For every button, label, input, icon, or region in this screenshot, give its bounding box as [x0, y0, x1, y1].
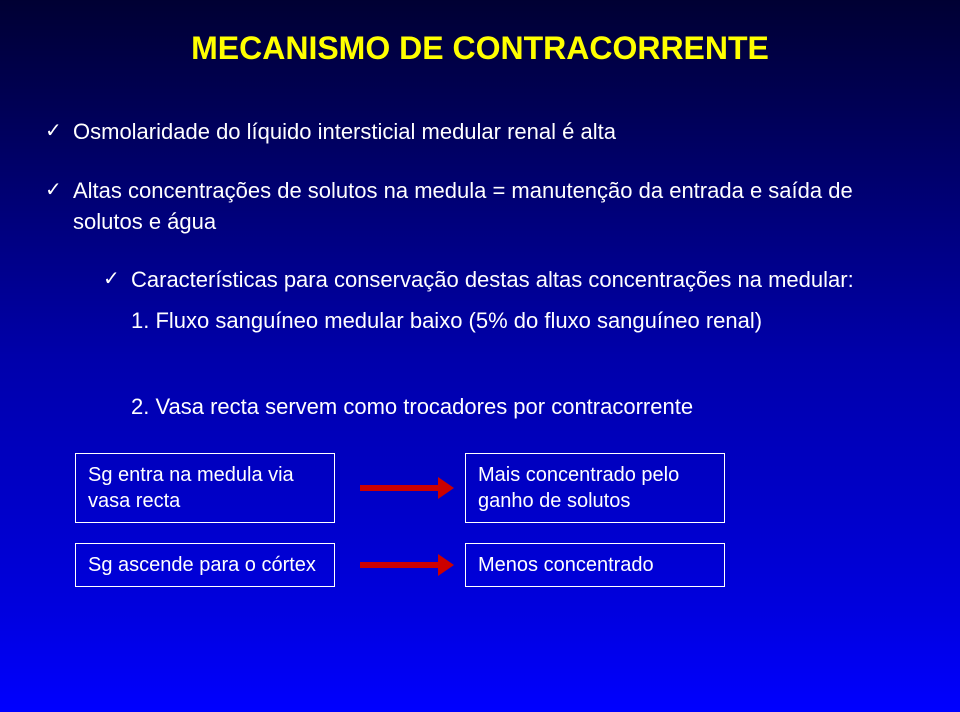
bullet-3: ✓ Características para conservação desta… [103, 265, 915, 296]
bullet-1: ✓ Osmolaridade do líquido intersticial m… [45, 117, 915, 148]
flow-section: Sg entra na medula via vasa recta Mais c… [75, 453, 915, 587]
arrow-2 [335, 562, 465, 568]
flow-box-right-2: Menos concentrado [465, 543, 725, 587]
flow-box-left-1: Sg entra na medula via vasa recta [75, 453, 335, 523]
flow-box-left-2: Sg ascende para o córtex [75, 543, 335, 587]
flow-box-right-1: Mais concentrado pelo ganho de solutos [465, 453, 725, 523]
check-icon: ✓ [45, 176, 73, 204]
slide-title: MECANISMO DE CONTRACORRENTE [45, 30, 915, 67]
flow-row-2: Sg ascende para o córtex Menos concentra… [75, 543, 915, 587]
bullet-1-text: Osmolaridade do líquido intersticial med… [73, 117, 616, 148]
flow-row-1: Sg entra na medula via vasa recta Mais c… [75, 453, 915, 523]
bullet-3-text: Características para conservação destas … [131, 265, 854, 296]
arrow-icon [360, 562, 440, 568]
arrow-1 [335, 485, 465, 491]
arrow-icon [360, 485, 440, 491]
bullet-2-text: Altas concentrações de solutos na medula… [73, 176, 915, 238]
check-icon: ✓ [45, 117, 73, 145]
bullet-2: ✓ Altas concentrações de solutos na medu… [45, 176, 915, 238]
check-icon: ✓ [103, 265, 131, 293]
numbered-1: 1. Fluxo sanguíneo medular baixo (5% do … [131, 306, 915, 337]
numbered-2: 2. Vasa recta servem como trocadores por… [131, 392, 915, 423]
